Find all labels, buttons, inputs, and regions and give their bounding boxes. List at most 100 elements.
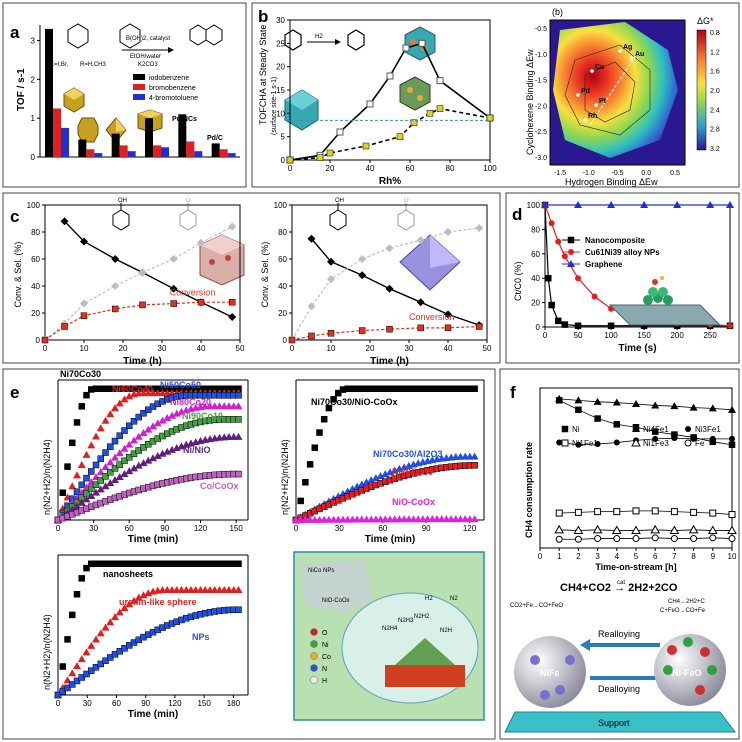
c1-xlabel: Time (h) xyxy=(123,356,162,367)
e1-data-point xyxy=(111,404,119,412)
e1-data-point xyxy=(163,447,172,455)
b-xtick-label: 80 xyxy=(446,164,455,173)
e3-data-point xyxy=(82,648,91,656)
e1-data-point xyxy=(87,441,96,449)
nife-particle-icon xyxy=(514,636,586,708)
e3-data-point xyxy=(97,660,104,668)
e2-data-point xyxy=(470,452,479,460)
e-legend-dot xyxy=(310,664,318,672)
b-ylabel: TOFCHA at Steady State xyxy=(258,25,268,125)
e3-data-point xyxy=(73,590,81,598)
e1-data-point xyxy=(121,457,128,465)
a-bar xyxy=(86,149,95,157)
c1-xtick-label: 30 xyxy=(158,344,167,353)
e3-data-point xyxy=(92,664,100,671)
f-legend-label: Ni1Fe3 xyxy=(643,439,669,448)
f-data-point xyxy=(728,511,736,519)
e1-xtick-label: 150 xyxy=(229,524,243,533)
colorbar-tick-label: 3.2 xyxy=(710,146,720,153)
c2-data-point xyxy=(444,310,452,319)
c1-data-point xyxy=(228,222,237,231)
e3-data-point xyxy=(235,560,242,567)
f-data-point xyxy=(613,535,621,543)
f-data-point xyxy=(689,403,698,411)
a-bar xyxy=(61,127,69,157)
d-data-point xyxy=(545,274,552,282)
e3-xtick-label: 120 xyxy=(168,699,182,708)
e1-data-point xyxy=(111,437,119,445)
e-legend-label: Co xyxy=(322,654,331,661)
e2-data-point xyxy=(367,476,376,484)
c1-ytick-label: 40 xyxy=(31,282,40,291)
panel-f-frame xyxy=(499,368,740,740)
e1-data-point xyxy=(107,469,114,476)
d-data-point xyxy=(727,322,733,329)
heatmap-tag: (b) xyxy=(552,7,563,17)
heatmap-ytick-label: -2.5 xyxy=(535,129,547,136)
e2-data-point xyxy=(330,396,337,403)
svg-text:O: O xyxy=(404,198,409,204)
e1-data-point xyxy=(69,439,76,447)
e3-series-label: nanosheets xyxy=(103,569,153,579)
e1-data-point xyxy=(149,454,157,462)
c2-data-point xyxy=(358,271,367,280)
f-series-line xyxy=(559,510,733,515)
f-xlabel: Time-on-stream [h] xyxy=(595,562,676,572)
e1-data-point xyxy=(149,422,157,430)
e3-data-point xyxy=(235,606,242,613)
cyclohexanone-icon: O xyxy=(179,198,197,231)
d-legend-label: Cu61Ni39 alloy NPs xyxy=(585,248,660,257)
a-bar xyxy=(94,153,103,157)
svg-text:O: O xyxy=(186,198,191,204)
d-data-point xyxy=(574,322,582,330)
e2-data-point xyxy=(311,444,319,451)
a-bar xyxy=(53,108,61,157)
e3-xtick-label: 0 xyxy=(56,699,61,708)
e3-data-point xyxy=(64,684,71,692)
e1-data-point xyxy=(158,449,167,457)
f-xtick-label: 1 xyxy=(557,552,562,561)
e1-data-point xyxy=(92,432,100,440)
e2-data-point xyxy=(325,404,333,412)
e-legend-dot xyxy=(310,652,318,660)
e-scheme-label-n2h: N2H xyxy=(440,628,452,634)
c2-data-point xyxy=(307,234,316,243)
heatmap-metal-point xyxy=(583,118,587,122)
f-data-point xyxy=(594,415,601,422)
d-data-point xyxy=(561,253,568,260)
b-data-point xyxy=(436,77,444,85)
b-data-point xyxy=(386,72,394,80)
d-xtick-label: 150 xyxy=(637,331,651,340)
e1-data-point xyxy=(111,453,119,461)
f-xtick-label: 5 xyxy=(634,552,639,561)
d-xlabel: Time (s) xyxy=(618,343,656,354)
b-ytick-label: 30 xyxy=(276,16,285,25)
e3-data-point xyxy=(69,611,76,619)
f-data-point xyxy=(709,534,717,542)
f-series-line xyxy=(559,400,733,446)
e1-data-point xyxy=(125,467,134,475)
e1-data-point xyxy=(106,479,115,487)
c2-data-point xyxy=(385,284,394,293)
e1-data-point xyxy=(59,489,66,496)
a-ytick-label: 2 xyxy=(31,75,36,84)
c1-ytick-label: 0 xyxy=(36,336,41,345)
c1-ylabel: Conv. & Sel. (%) xyxy=(13,242,23,308)
e3-data-point xyxy=(69,681,76,688)
e3-data-point xyxy=(59,663,66,670)
f-data-point xyxy=(573,525,584,535)
d-ytick-label: 0 xyxy=(536,323,541,332)
e1-data-point xyxy=(172,409,181,417)
e2-xtick-label: 120 xyxy=(463,524,477,533)
e1-data-point xyxy=(102,473,109,480)
e3-data-point xyxy=(130,596,138,604)
e1-data-point xyxy=(139,459,148,467)
c2-ytick-label: 80 xyxy=(278,228,287,237)
d-ytick-label: 40 xyxy=(531,274,540,283)
f-legend-marker xyxy=(684,439,692,447)
panel-letter-f: f xyxy=(510,383,516,402)
e1-data-point xyxy=(134,432,143,440)
heatmap-metal-point xyxy=(630,56,634,60)
e1-data-point xyxy=(88,468,95,475)
